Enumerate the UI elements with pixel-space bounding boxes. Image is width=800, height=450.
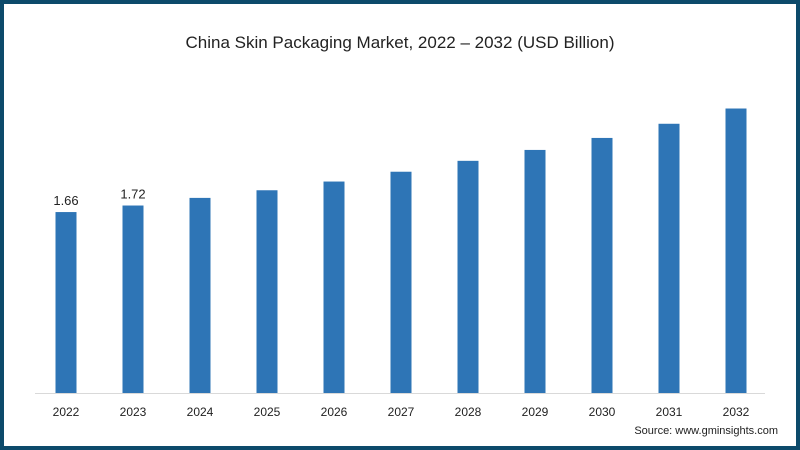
data-label-2022: 1.66	[53, 193, 78, 208]
bar-2025	[256, 190, 278, 393]
source-note: Source: www.gminsights.com	[634, 425, 778, 437]
bar-2026	[323, 181, 345, 393]
bar-2023	[122, 205, 144, 393]
x-tick-label-2025: 2025	[254, 405, 281, 419]
x-tick-label-2026: 2026	[321, 405, 348, 419]
bar-2024	[189, 197, 211, 393]
x-tick-label-2028: 2028	[455, 405, 482, 419]
bar-2031	[658, 123, 680, 394]
x-tick-label-2032: 2032	[723, 405, 750, 419]
x-tick-label-2024: 2024	[187, 405, 214, 419]
x-tick-label-2027: 2027	[388, 405, 415, 419]
bar-2032	[725, 108, 747, 393]
x-tick-label-2031: 2031	[656, 405, 683, 419]
bar-2022	[55, 212, 77, 393]
bar-2027	[390, 171, 412, 393]
bar-2029	[524, 149, 546, 393]
x-tick-label-2029: 2029	[522, 405, 549, 419]
x-tick-label-2030: 2030	[589, 405, 616, 419]
x-tick-label-2022: 2022	[53, 405, 80, 419]
bar-2030	[591, 137, 613, 393]
data-label-2023: 1.72	[120, 187, 145, 202]
x-tick-label-2023: 2023	[120, 405, 147, 419]
chart-title: China Skin Packaging Market, 2022 – 2032…	[185, 33, 615, 52]
bar-2028	[457, 160, 479, 393]
